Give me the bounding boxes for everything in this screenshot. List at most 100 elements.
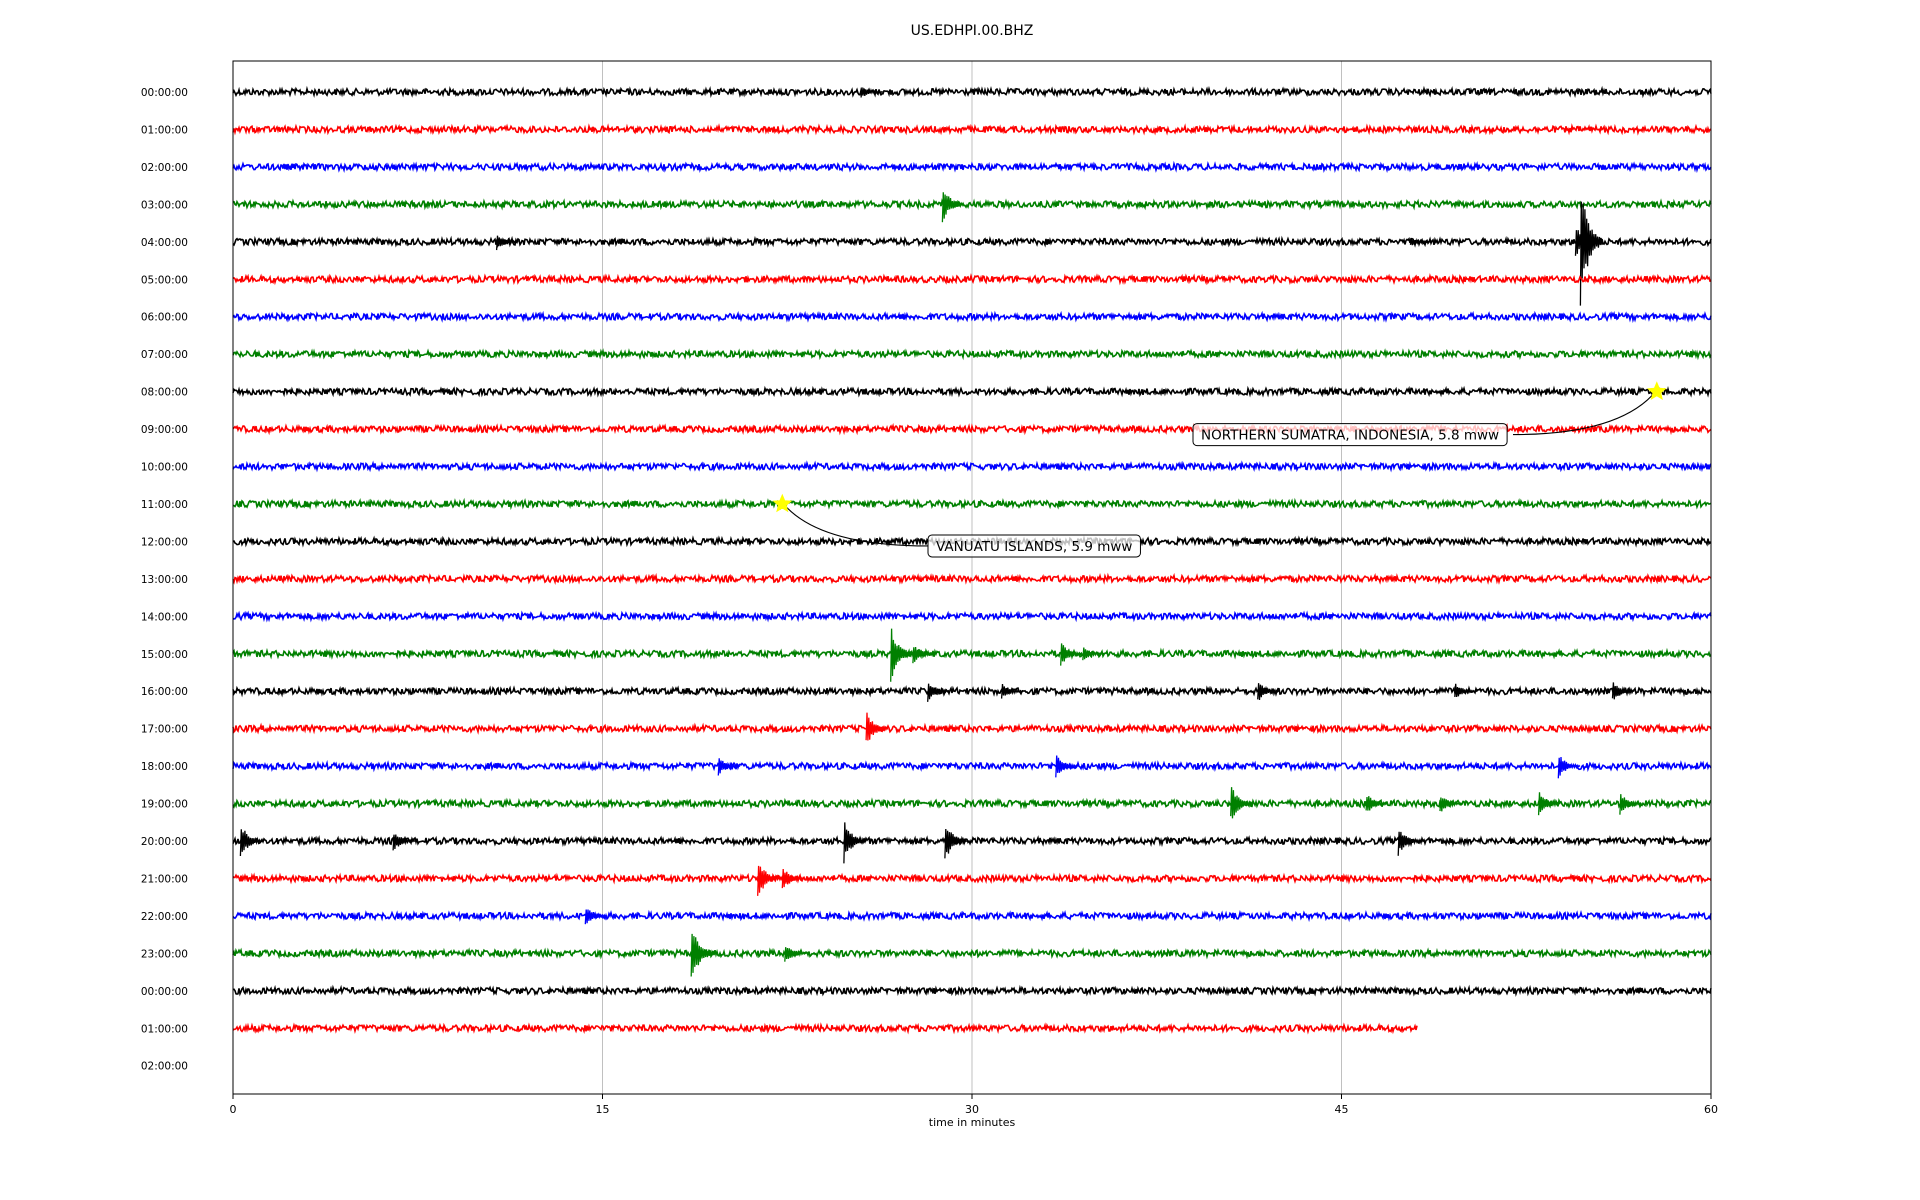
seismic-event: [784, 947, 807, 962]
seismic-trace: [232, 272, 1712, 286]
seismic-event: [1397, 831, 1421, 856]
y-tick-label: 14:00:00: [141, 611, 188, 623]
seismic-event: [912, 646, 935, 664]
seismic-event: [1230, 787, 1253, 819]
seismic-trace: [232, 198, 1712, 211]
seismic-trace: [232, 834, 1712, 848]
seismic-event: [1055, 755, 1078, 778]
y-tick-label: 21:00:00: [141, 873, 188, 885]
seismic-trace: [232, 685, 1712, 698]
seismic-event: [865, 712, 889, 741]
seismic-trace: [232, 984, 1712, 998]
seismic-trace: [232, 647, 1712, 661]
y-tick-label: 13:00:00: [141, 574, 188, 586]
seismic-event: [392, 834, 416, 851]
seismic-trace: [232, 797, 1712, 810]
y-tick-label: 20:00:00: [141, 836, 188, 848]
y-tick-label: 01:00:00: [141, 1023, 188, 1035]
seismic-event: [941, 192, 965, 223]
y-tick-label: 08:00:00: [141, 387, 188, 399]
seismic-trace: [232, 160, 1712, 174]
chart-title: US.EDHPI.00.BHZ: [911, 23, 1034, 39]
y-tick-label: 12:00:00: [141, 536, 188, 548]
x-tick-label: 60: [1704, 1103, 1718, 1116]
seismic-event: [1257, 683, 1280, 701]
seismic-trace: [232, 909, 1712, 923]
x-axis-title: time in minutes: [929, 1116, 1016, 1129]
annotation-leader-line: [1512, 393, 1655, 436]
y-tick-label: 18:00:00: [141, 761, 188, 773]
x-tick-label: 0: [230, 1103, 237, 1116]
seismic-event: [1082, 647, 1105, 661]
seismic-trace: [232, 572, 1712, 586]
seismic-trace: [232, 310, 1712, 324]
seismic-trace: [232, 385, 1712, 398]
seismic-trace: [232, 235, 1712, 249]
seismic-traces: [232, 85, 1712, 1035]
seismic-trace: [232, 85, 1712, 99]
x-tick-label: 45: [1335, 1103, 1349, 1116]
seismic-event: [757, 865, 780, 896]
seismic-event: [927, 683, 950, 702]
y-tick-label: 06:00:00: [141, 312, 188, 324]
y-tick-label: 10:00:00: [141, 462, 188, 474]
seismic-trace: [232, 460, 1712, 473]
event-star-marker: [772, 493, 793, 513]
y-tick-label: 17:00:00: [141, 724, 188, 736]
y-tick-label: 05:00:00: [141, 274, 188, 286]
y-tick-label: 04:00:00: [141, 237, 188, 249]
seismic-trace: [232, 348, 1712, 361]
seismic-trace: [232, 1022, 1418, 1035]
y-tick-label: 02:00:00: [141, 1061, 188, 1073]
seismic-event: [1619, 794, 1642, 815]
seismic-event: [890, 628, 913, 682]
seismic-trace: [232, 947, 1712, 960]
plot-frame: [232, 60, 1712, 1095]
seismic-event: [1000, 684, 1024, 699]
seismic-trace: [232, 123, 1712, 136]
y-tick-label: 07:00:00: [141, 349, 188, 361]
seismic-event: [944, 828, 968, 859]
annotation-label: NORTHERN SUMATRA, INDONESIA, 5.8 mww: [1201, 428, 1499, 444]
event-star-marker: [1646, 381, 1667, 400]
seismic-event: [239, 829, 263, 857]
seismic-event: [1439, 797, 1463, 812]
seismic-event: [717, 758, 741, 776]
y-tick-label: 19:00:00: [141, 799, 188, 811]
seismic-event: [1409, 237, 1433, 246]
y-tick-label: 09:00:00: [141, 424, 188, 436]
y-axis-labels: 00:00:00 01:00:00 02:00:00 03:00:00 04:00:00…: [141, 87, 188, 1073]
seismic-trace: [232, 759, 1712, 773]
y-tick-label: 00:00:00: [141, 986, 188, 998]
seismic-event: [1579, 201, 1603, 306]
y-tick-label: 16:00:00: [141, 686, 188, 698]
y-tick-label: 22:00:00: [141, 911, 188, 923]
annotation-box: [927, 534, 1141, 558]
seismic-trace: [232, 610, 1712, 623]
seismic-event: [843, 822, 867, 864]
y-tick-label: 01:00:00: [141, 124, 188, 136]
x-axis: 0 15 30 45 60: [230, 1094, 1718, 1116]
annotation-box: [1192, 423, 1508, 447]
seismic-trace: [232, 872, 1712, 885]
y-tick-label: 03:00:00: [141, 199, 188, 211]
y-tick-label: 02:00:00: [141, 162, 188, 174]
seismic-event: [690, 933, 714, 977]
y-tick-label: 00:00:00: [141, 87, 188, 99]
annotation-leader-line: [784, 505, 929, 547]
seismic-event: [1557, 756, 1581, 779]
seismic-event: [1537, 792, 1561, 816]
seismic-event: [860, 87, 884, 98]
seismic-event: [1454, 683, 1477, 698]
seismic-event: [1060, 643, 1083, 666]
seismic-event: [495, 235, 519, 251]
annotation-label: VANUATU ISLANDS, 5.9 mww: [936, 539, 1132, 555]
y-tick-label: 15:00:00: [141, 649, 188, 661]
seismic-trace: [233, 497, 1712, 511]
event-annotations: NORTHERN SUMATRA, INDONESIA, 5.8 mww VANU…: [772, 381, 1667, 558]
seismic-event: [781, 868, 805, 889]
y-tick-label: 23:00:00: [141, 948, 188, 960]
x-tick-label: 15: [596, 1103, 610, 1116]
seismic-trace: [232, 722, 1712, 735]
